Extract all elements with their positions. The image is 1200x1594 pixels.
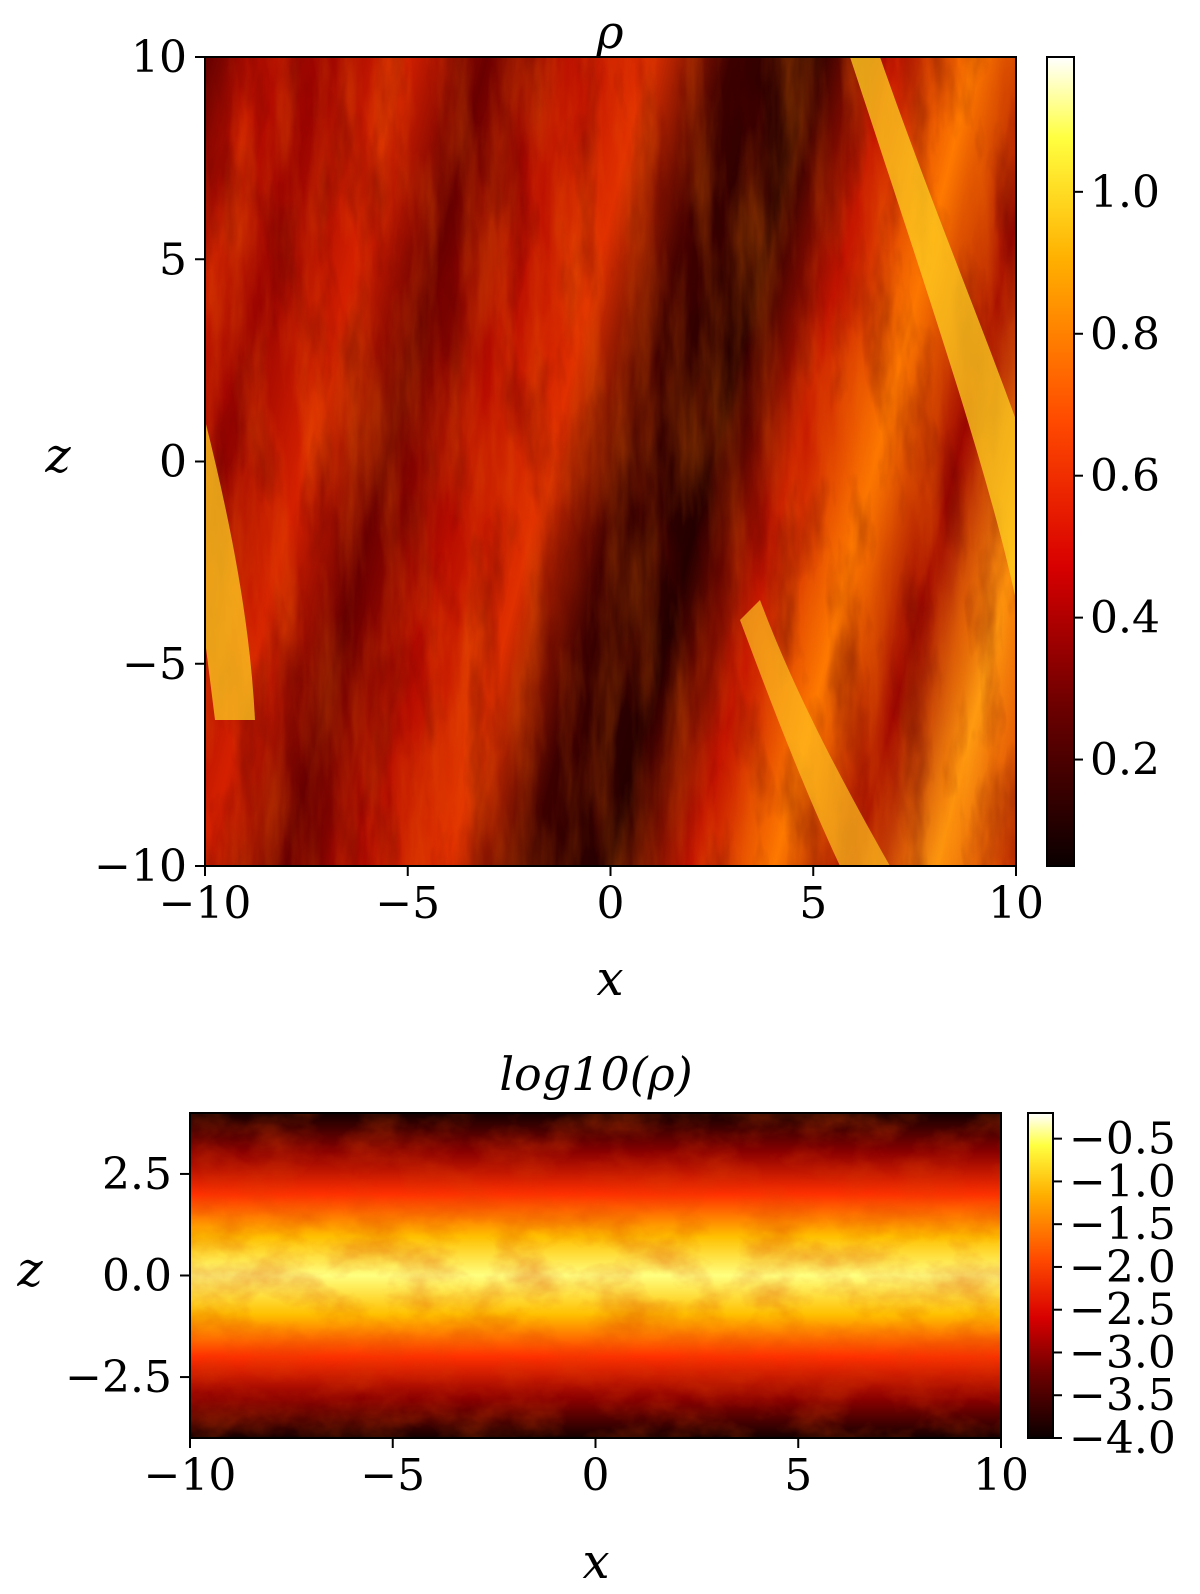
top-title: ρ	[595, 5, 623, 59]
bottom-x-tick-label: 10	[973, 1450, 1029, 1501]
bottom-colorbar-tick-label: −3.5	[1069, 1370, 1176, 1421]
top-x-label: x	[596, 951, 623, 1007]
top-colorbar-tick-label: 0.2	[1090, 735, 1160, 786]
top-y-tick-label: 10	[131, 32, 187, 83]
bottom-colorbar-tick-label: −4.0	[1069, 1413, 1176, 1464]
top-colorbar-tick-label: 0.4	[1090, 593, 1160, 644]
bottom-y-tick-label: 0.0	[102, 1251, 172, 1302]
bottom-x-tick-label: 5	[784, 1450, 812, 1501]
bottom-colorbar-tick-label: −2.5	[1069, 1285, 1176, 1336]
bottom-y-tick-label: −2.5	[65, 1352, 172, 1403]
top-y-tick-label: −5	[122, 639, 187, 690]
top-x-tick-label: −10	[159, 878, 252, 929]
bottom-y-label: z	[16, 1242, 43, 1298]
bottom-colorbar-tick-label: −2.0	[1069, 1242, 1176, 1293]
bottom-x-tick-label: 0	[582, 1450, 610, 1501]
top-colorbar	[1046, 56, 1075, 867]
top-y-tick-label: 5	[159, 234, 187, 285]
top-colorbar-tick-label: 0.6	[1090, 451, 1160, 502]
top-colorbar-ticks: 0.2 0.4 0.6 0.8 1.0	[1074, 167, 1160, 786]
bottom-colorbar	[1027, 1112, 1054, 1439]
bottom-colorbar-tick-label: −1.0	[1069, 1156, 1176, 1207]
bottom-y-axis: −2.5 0.0 2.5	[65, 1149, 190, 1403]
bottom-colorbar-ticks: −0.5−1.0−1.5−2.0−2.5−3.0−3.5−4.0	[1053, 1114, 1176, 1464]
top-y-label: z	[44, 428, 71, 484]
top-y-tick-label: 0	[159, 437, 187, 488]
top-x-axis: −10 −5 0 5 10	[159, 866, 1044, 929]
log-density-panel: log10(ρ) −10 −5 0 5 10 −2.50.02.5 x z −0.5−1…	[16, 1047, 1175, 1590]
bottom-x-label: x	[582, 1534, 609, 1590]
top-x-tick-label: −5	[375, 878, 440, 929]
bottom-x-axis: −10 −5 0 5 10	[144, 1438, 1029, 1501]
bottom-heatmap	[190, 1113, 1001, 1438]
top-x-tick-label: 5	[799, 878, 827, 929]
bottom-y-tick-label: 2.5	[102, 1149, 172, 1200]
density-panel: ρ −10 −5 0 5 10 −10 −5 0 5 10 x z 0.2 0.4 0.6 0.8 1.…	[44, 5, 1160, 1007]
top-x-tick-label: 10	[988, 878, 1044, 929]
bottom-x-tick-label: −5	[360, 1450, 425, 1501]
bottom-colorbar-tick-label: −0.5	[1069, 1114, 1176, 1165]
top-colorbar-tick-label: 0.8	[1090, 309, 1160, 360]
bottom-title: log10(ρ)	[499, 1047, 692, 1101]
top-heatmap	[205, 57, 1016, 866]
top-y-axis: −10 −5 0 5 10	[94, 32, 205, 892]
top-colorbar-tick-label: 1.0	[1090, 167, 1160, 218]
top-x-tick-label: 0	[597, 878, 625, 929]
bottom-colorbar-tick-label: −1.5	[1069, 1199, 1176, 1250]
bottom-colorbar-tick-label: −3.0	[1069, 1327, 1176, 1378]
bottom-x-tick-label: −10	[144, 1450, 237, 1501]
top-y-tick-label: −10	[94, 841, 187, 892]
